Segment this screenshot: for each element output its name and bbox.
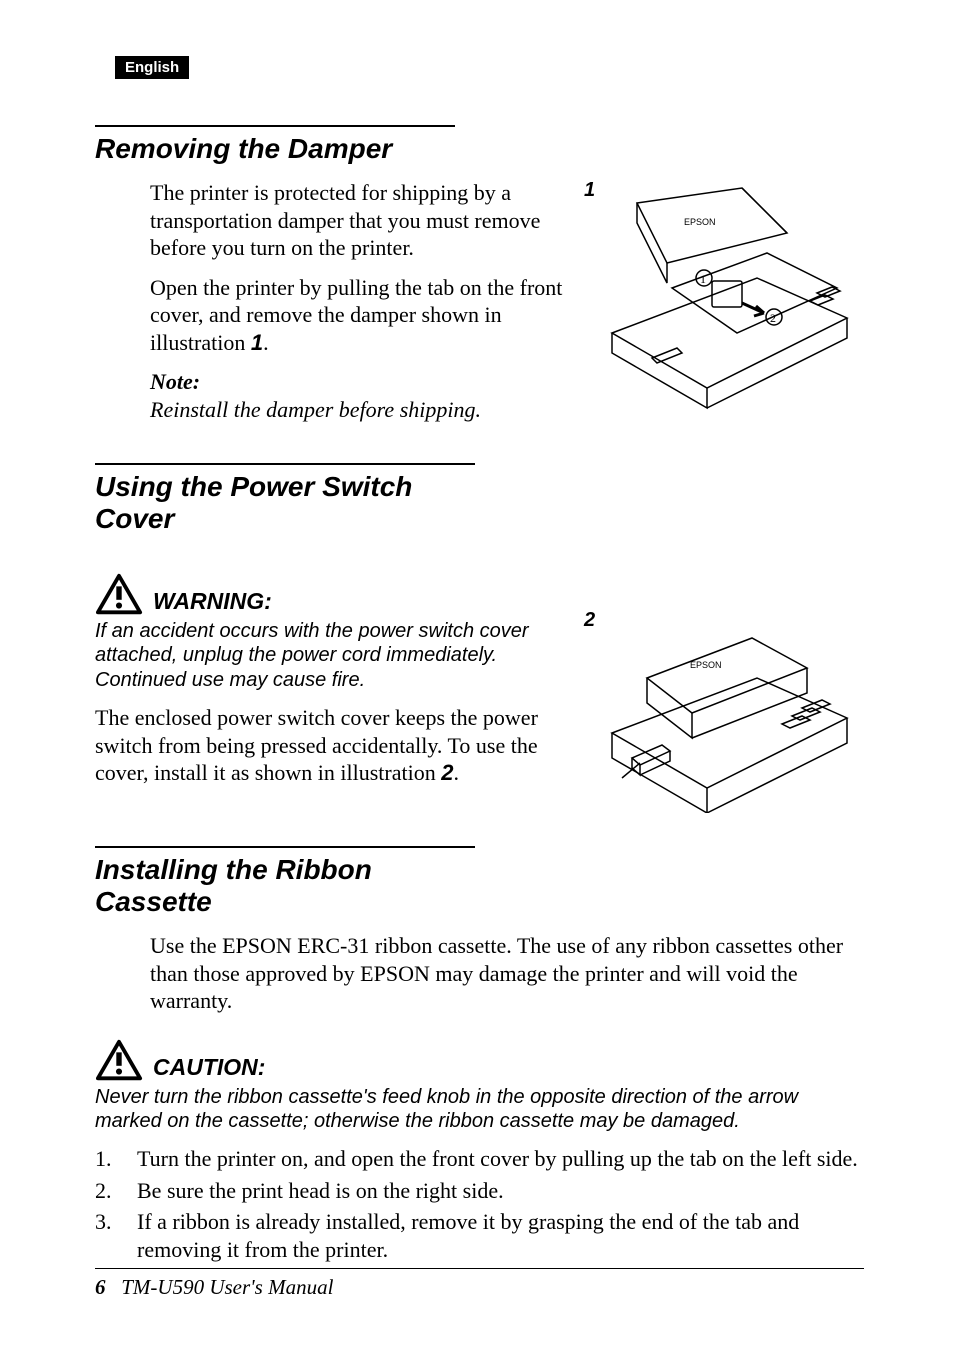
printer-open-icon: EPSON 1 2 <box>592 183 857 413</box>
step-2-text: Be sure the print head is on the right s… <box>137 1177 504 1205</box>
figure-1-label: 1 <box>584 179 595 202</box>
damper-p2b: . <box>263 330 269 355</box>
warning-text: If an accident occurs with the power swi… <box>95 619 576 692</box>
svg-text:1: 1 <box>700 272 706 286</box>
power-p1: The enclosed power switch cover keeps th… <box>95 704 576 787</box>
figure-2: EPSON <box>584 613 864 818</box>
ref-2: 2 <box>441 760 453 785</box>
figure-1-container: 1 EPSON <box>584 179 864 418</box>
ribbon-steps: Turn the printer on, and open the front … <box>95 1145 864 1263</box>
step-2: Be sure the print head is on the right s… <box>95 1177 864 1205</box>
caution-icon <box>95 1039 143 1083</box>
page-number: 6 <box>95 1275 106 1299</box>
section-title-damper: Removing the Damper <box>95 125 455 165</box>
damper-text-col: The printer is protected for shipping by… <box>150 179 576 435</box>
step-1: Turn the printer on, and open the front … <box>95 1145 864 1173</box>
note-label: Note: <box>150 368 576 396</box>
page: English Removing the Damper The printer … <box>0 0 954 1352</box>
section-title-power: Using the Power Switch Cover <box>95 463 475 535</box>
svg-text:EPSON: EPSON <box>684 217 716 227</box>
step-3: If a ribbon is already installed, remove… <box>95 1208 864 1263</box>
figure-1: EPSON 1 2 <box>584 183 864 418</box>
svg-text:EPSON: EPSON <box>690 660 722 670</box>
power-p1a: The enclosed power switch cover keeps th… <box>95 705 538 785</box>
caution-row: CAUTION: <box>95 1039 864 1083</box>
warning-icon <box>95 573 143 617</box>
caution-label: CAUTION: <box>153 1054 265 1083</box>
section-title-ribbon: Installing the Ribbon Cassette <box>95 846 475 918</box>
warning-row: WARNING: <box>95 573 576 617</box>
step-1-text: Turn the printer on, and open the front … <box>137 1145 858 1173</box>
damper-p2: Open the printer by pulling the tab on t… <box>150 274 576 357</box>
ribbon-p1: Use the EPSON ERC-31 ribbon cassette. Th… <box>150 932 864 1015</box>
power-text-col: WARNING: If an accident occurs with the … <box>95 549 576 799</box>
warning-label: WARNING: <box>153 588 272 617</box>
manual-title: TM-U590 User's Manual <box>121 1275 333 1299</box>
damper-p1: The printer is protected for shipping by… <box>150 179 576 262</box>
damper-p2a: Open the printer by pulling the tab on t… <box>150 275 562 355</box>
power-row: WARNING: If an accident occurs with the … <box>95 549 864 818</box>
power-p1b: . <box>453 760 459 785</box>
ref-1: 1 <box>251 330 263 355</box>
printer-closed-icon: EPSON <box>592 613 857 813</box>
ribbon-body: Use the EPSON ERC-31 ribbon cassette. Th… <box>150 932 864 1015</box>
figure-2-container: 2 EPSON <box>584 549 864 818</box>
language-badge: English <box>115 56 189 79</box>
figure-2-label: 2 <box>584 609 595 632</box>
svg-text:2: 2 <box>770 311 776 325</box>
note-text: Reinstall the damper before shipping. <box>150 396 576 424</box>
caution-text: Never turn the ribbon cassette's feed kn… <box>95 1085 864 1134</box>
damper-row: The printer is protected for shipping by… <box>95 179 864 435</box>
page-footer: 6 TM-U590 User's Manual <box>95 1268 864 1300</box>
step-3-text: If a ribbon is already installed, remove… <box>137 1208 864 1263</box>
